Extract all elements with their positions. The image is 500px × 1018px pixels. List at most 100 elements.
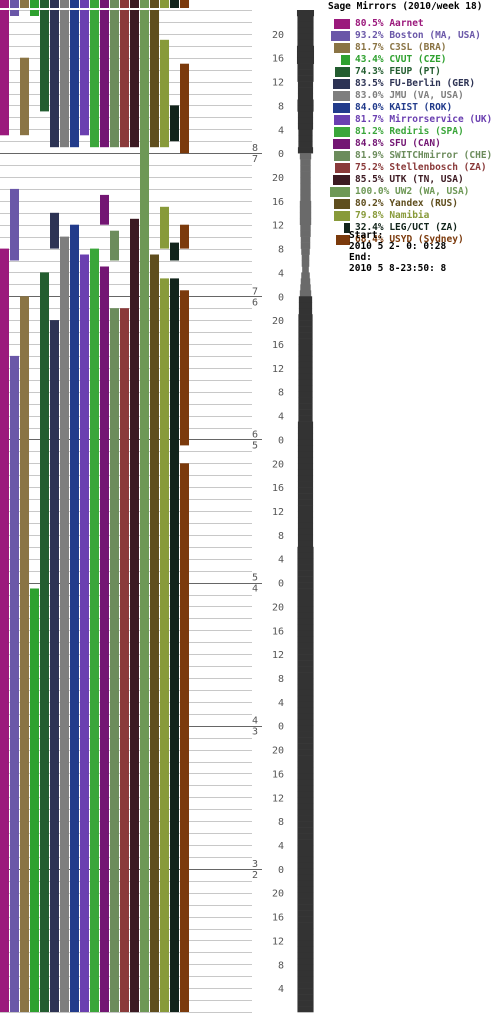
legend-name: UTK (TN, USA) bbox=[383, 174, 464, 185]
hour-tick-label: 20 bbox=[272, 30, 284, 41]
total-bar-segment bbox=[300, 171, 311, 178]
day-label: 2 bbox=[252, 870, 258, 881]
total-bar-segment bbox=[297, 451, 314, 458]
legend-percent: 81.2% bbox=[355, 126, 384, 137]
uptime-bar-feup-pt- bbox=[40, 10, 49, 112]
column-header-mark bbox=[30, 0, 39, 8]
total-bar-segment bbox=[297, 719, 314, 727]
legend-percent: 75.2% bbox=[355, 162, 384, 173]
legend-label: 84.8% SFU (CAN) bbox=[355, 138, 441, 150]
hour-tick-label: 16 bbox=[272, 913, 284, 924]
legend-swatch bbox=[333, 175, 350, 185]
total-bar-segment bbox=[301, 272, 310, 279]
total-bar-segment bbox=[297, 87, 314, 94]
legend-swatch bbox=[334, 127, 350, 137]
total-bar-segment bbox=[298, 361, 313, 369]
total-bar-segment bbox=[297, 1000, 314, 1007]
legend-entry: 84.0% KAIST (ROK) bbox=[328, 102, 500, 114]
total-bar-segment bbox=[297, 433, 314, 440]
total-bar-segment bbox=[297, 63, 314, 70]
legend-percent: 83.5% bbox=[355, 78, 384, 89]
uptime-bar-boston-ma-usa- bbox=[10, 10, 19, 16]
total-bar-segment bbox=[297, 743, 314, 750]
legend-label: 80.5% Aarnet bbox=[355, 18, 424, 30]
total-bar-segment bbox=[297, 904, 314, 911]
day-label: 4 bbox=[252, 584, 258, 595]
legend-name: CVUT (CZE) bbox=[383, 54, 447, 65]
legend-name: UW2 (WA, USA) bbox=[389, 186, 470, 197]
legend-label: 81.7% Mirrorservice (UK) bbox=[355, 114, 492, 126]
total-bar-segment bbox=[297, 845, 314, 852]
total-bar-segment bbox=[297, 934, 314, 941]
total-bar-segment bbox=[301, 260, 310, 267]
legend-entry: 81.7% Mirrorservice (UK) bbox=[328, 114, 500, 126]
hour-tick-label: 4 bbox=[278, 555, 284, 566]
total-bar-segment bbox=[297, 689, 314, 697]
legend-percent: 81.9% bbox=[355, 150, 384, 161]
total-bar-segment bbox=[297, 994, 314, 1001]
total-bar-segment bbox=[298, 403, 313, 410]
total-bar-segment bbox=[297, 940, 314, 947]
total-bar-segment bbox=[297, 93, 314, 100]
total-bar-segment bbox=[297, 725, 314, 732]
total-bar-segment bbox=[301, 254, 310, 261]
total-bar-segment bbox=[299, 290, 312, 297]
total-bar-segment bbox=[296, 57, 315, 64]
uptime-bar-kaist-rok- bbox=[70, 224, 79, 1012]
uptime-bar-c3sl-bra- bbox=[20, 57, 29, 136]
legend-entry: 100.0% UW2 (WA, USA) bbox=[328, 186, 500, 198]
uptime-bar-fu-berlin-ger- bbox=[50, 10, 59, 148]
hour-tick-label: 12 bbox=[272, 793, 284, 804]
total-bar-segment bbox=[298, 326, 313, 333]
total-bar-segment bbox=[297, 880, 314, 888]
total-bar-segment bbox=[297, 469, 314, 476]
legend-percent: 74.3% bbox=[355, 66, 384, 77]
column-header-mark bbox=[20, 0, 29, 8]
total-bar-segment bbox=[299, 212, 312, 220]
total-bar-segment bbox=[302, 266, 309, 273]
total-bar-segment bbox=[298, 332, 313, 339]
hour-tick-label: 20 bbox=[272, 602, 284, 613]
total-bar-segment bbox=[298, 367, 313, 375]
uptime-bar-switchmirror-che- bbox=[110, 230, 119, 261]
column-header-mark bbox=[110, 0, 119, 8]
legend-swatch bbox=[334, 43, 350, 53]
total-bar-segment bbox=[297, 678, 314, 685]
legend-percent: 93.2% bbox=[355, 30, 384, 41]
legend-swatch bbox=[331, 31, 350, 41]
uptime-bar-usyd-sydney- bbox=[180, 224, 189, 249]
hour-tick-label: 8 bbox=[278, 101, 284, 112]
column-header-mark bbox=[100, 0, 109, 8]
legend-percent: 81.7% bbox=[355, 114, 384, 125]
column-header-mark bbox=[70, 0, 79, 8]
legend-entry: 85.5% UTK (TN, USA) bbox=[328, 174, 500, 186]
total-bar-segment bbox=[297, 839, 314, 846]
legend-swatch bbox=[333, 79, 350, 89]
total-bar-segment bbox=[297, 886, 314, 894]
hour-tick-label: 8 bbox=[278, 388, 284, 399]
legend-entry: 80.2% Yandex (RUS) bbox=[328, 198, 500, 210]
column-header-mark bbox=[160, 0, 169, 8]
uptime-bar-mirrorservice-uk- bbox=[80, 254, 89, 1012]
hour-tick-label: 0 bbox=[278, 579, 284, 590]
uptime-bar-namibia bbox=[160, 278, 169, 1012]
uptime-bar-yandex-rus- bbox=[150, 10, 159, 148]
total-bar-segment bbox=[300, 177, 311, 184]
legend-swatch bbox=[335, 163, 350, 173]
legend-swatch bbox=[336, 235, 350, 245]
uptime-bar-feup-pt- bbox=[40, 272, 49, 1012]
total-bar-segment bbox=[298, 415, 313, 422]
total-bar-segment bbox=[297, 946, 314, 953]
end-label: End: bbox=[349, 252, 372, 263]
hour-tick-label: 20 bbox=[272, 889, 284, 900]
total-bar-segment bbox=[299, 218, 312, 226]
total-bar-segment bbox=[297, 642, 314, 649]
hour-tick-label: 8 bbox=[278, 531, 284, 542]
total-bar-segment bbox=[297, 660, 314, 667]
legend-swatch bbox=[333, 91, 350, 101]
uptime-bar-utk-tn-usa- bbox=[130, 10, 139, 148]
column-header-mark bbox=[0, 0, 9, 8]
total-bar-segment bbox=[297, 731, 314, 738]
total-bar-segment bbox=[297, 672, 314, 679]
uptime-bar-jmu-va-usa- bbox=[60, 236, 69, 1013]
